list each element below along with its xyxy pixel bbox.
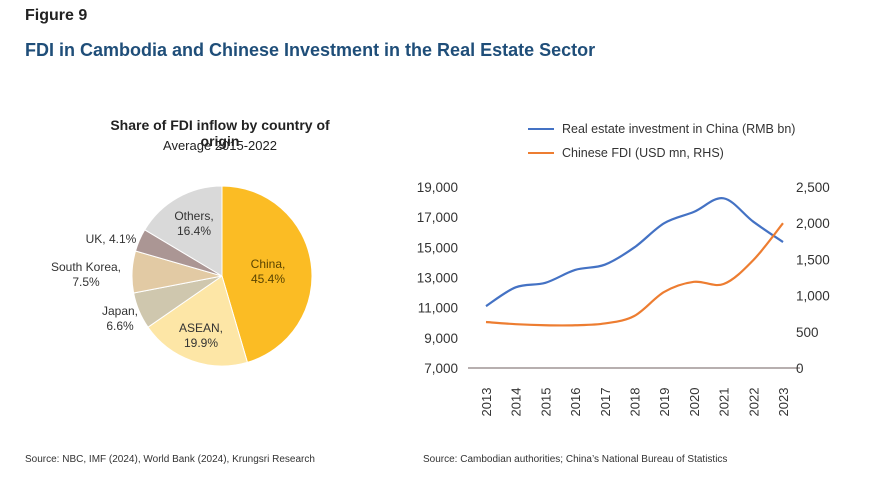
pie-value-asean: 19.9% xyxy=(184,336,218,350)
pie-slice-others xyxy=(144,185,223,277)
pie-value-south-korea: 7.5% xyxy=(72,275,100,289)
y-left-tick-label: 9,000 xyxy=(424,331,458,346)
pie-slice-asean xyxy=(147,275,249,367)
y-left-tick-label: 17,000 xyxy=(417,210,458,225)
y-left-tick-label: 11,000 xyxy=(418,301,458,316)
x-tick-label: 2020 xyxy=(687,388,702,417)
figure-label: Figure 9 xyxy=(25,7,88,24)
x-tick-label: 2013 xyxy=(479,388,494,417)
legend-swatch-fdi xyxy=(528,152,554,154)
x-tick-label: 2023 xyxy=(776,388,791,417)
source-right: Source: Cambodian authorities; China’s N… xyxy=(423,454,728,465)
pie-label-others: Others, xyxy=(174,209,213,223)
pie-value-others: 16.4% xyxy=(177,224,211,238)
x-tick-label: 2016 xyxy=(568,388,583,417)
y-right-tick-label: 2,000 xyxy=(796,216,830,231)
figure-title: FDI in Cambodia and Chinese Investment i… xyxy=(25,40,596,60)
legend-item-real-estate: Real estate investment in China (RMB bn) xyxy=(528,117,795,141)
y-right-tick-label: 2,500 xyxy=(796,180,830,195)
x-tick-label: 2018 xyxy=(628,388,643,417)
pie-value-china: 45.4% xyxy=(251,272,285,286)
pie-subtitle: Average 2015-2022 xyxy=(163,138,277,153)
legend-label-real-estate: Real estate investment in China (RMB bn) xyxy=(562,122,796,136)
x-tick-label: 2014 xyxy=(509,388,524,417)
source-left: Source: NBC, IMF (2024), World Bank (202… xyxy=(25,454,315,465)
y-left-tick-label: 13,000 xyxy=(417,271,458,286)
x-tick-label: 2015 xyxy=(538,388,553,417)
x-tick-label: 2019 xyxy=(657,388,672,417)
line-legend: Real estate investment in China (RMB bn)… xyxy=(528,117,795,165)
y-left-tick-label: 7,000 xyxy=(424,361,458,376)
y-right-tick-label: 0 xyxy=(796,361,804,376)
pie-label-uk: UK, 4.1% xyxy=(86,232,137,246)
pie-label-asean: ASEAN, xyxy=(179,321,223,335)
y-left-tick-label: 15,000 xyxy=(417,240,458,255)
x-tick-label: 2017 xyxy=(598,388,613,417)
series-line-chinese-fdi xyxy=(485,222,784,327)
y-right-tick-label: 1,500 xyxy=(796,252,830,267)
series-line-real-estate xyxy=(485,197,784,308)
pie-label-china: China, xyxy=(251,257,286,271)
legend-label-fdi: Chinese FDI (USD mn, RHS) xyxy=(562,146,724,160)
pie-label-south-korea: South Korea, xyxy=(51,260,121,274)
y-right-tick-label: 1,000 xyxy=(796,289,830,304)
pie-slice-china xyxy=(221,185,313,363)
x-tick-label: 2022 xyxy=(746,388,761,417)
pie-value-japan: 6.6% xyxy=(106,319,134,333)
x-tick-label: 2021 xyxy=(717,388,732,417)
y-right-tick-label: 500 xyxy=(796,325,819,340)
legend-item-fdi: Chinese FDI (USD mn, RHS) xyxy=(528,141,795,165)
pie-title: Share of FDI inflow by country of origin xyxy=(110,117,330,149)
y-left-tick-label: 19,000 xyxy=(417,180,458,195)
pie-label-japan: Japan, xyxy=(102,304,138,318)
legend-swatch-real-estate xyxy=(528,128,554,130)
